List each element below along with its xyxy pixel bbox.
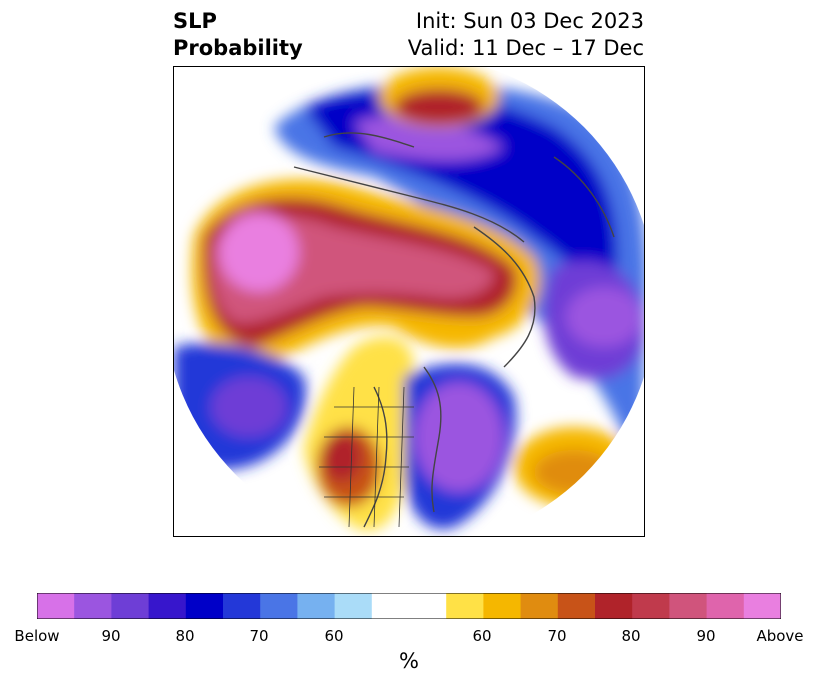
colorbar-cell [74, 593, 112, 619]
valid-range: Valid: 11 Dec – 17 Dec [407, 36, 644, 60]
colorbar-cell [706, 593, 745, 619]
colorbar-unit: % [399, 649, 419, 673]
colorbar-cell [743, 593, 781, 619]
colorbar-tick-label: Above [756, 627, 804, 645]
colorbar-tick-label: Below [14, 627, 60, 645]
colorbar-cell [520, 593, 559, 619]
map-dates: Init: Sun 03 Dec 2023 Valid: 11 Dec – 17… [408, 8, 644, 62]
map-panel [173, 66, 645, 537]
colorbar-tick-label: 60 [324, 627, 344, 645]
colorbar-tick-label: 60 [472, 627, 492, 645]
colorbar-cell [148, 593, 187, 619]
title-variable: SLP [173, 9, 217, 33]
colorbar-tick-label: 70 [249, 627, 269, 645]
above-peak-west-us [322, 432, 362, 482]
colorbar-tick-label: 70 [547, 627, 567, 645]
colorbar-cell [371, 593, 447, 619]
above-core-atlantic [534, 450, 614, 494]
colorbar-tick-label: 90 [696, 627, 716, 645]
below-peak-pacific [211, 377, 287, 437]
map-title: SLP Probability [173, 8, 303, 62]
colorbar-cell [260, 593, 298, 619]
title-type: Probability [173, 36, 303, 60]
coastlines [293, 132, 615, 528]
colorbar-cell [669, 593, 708, 619]
below-peak-east-na [414, 382, 504, 492]
below-peak-siberia [354, 115, 504, 161]
colorbar-cell [111, 593, 150, 619]
colorbar-cell [297, 593, 336, 619]
colorbar-tick-label: 90 [101, 627, 121, 645]
init-date: Init: Sun 03 Dec 2023 [415, 9, 644, 33]
colorbar-cell [446, 593, 484, 619]
colorbar-cell [595, 593, 633, 619]
colorbar-cell [37, 593, 75, 619]
colorbar-tick-label: 80 [175, 627, 195, 645]
colorbar-tick-label: 80 [621, 627, 641, 645]
colorbar-cell [334, 593, 373, 619]
above-core-arctic [394, 89, 484, 125]
colorbar-cell [223, 593, 261, 619]
below-peak-europe [566, 287, 642, 347]
polar-map [174, 67, 644, 536]
colorbar-cell [632, 593, 670, 619]
colorbar-cell [185, 593, 224, 619]
colorbar-cell [557, 593, 596, 619]
above-peak-pacific [219, 212, 299, 292]
colorbar-cell [483, 593, 522, 619]
state-borders [319, 386, 414, 528]
colorbar [37, 593, 781, 619]
